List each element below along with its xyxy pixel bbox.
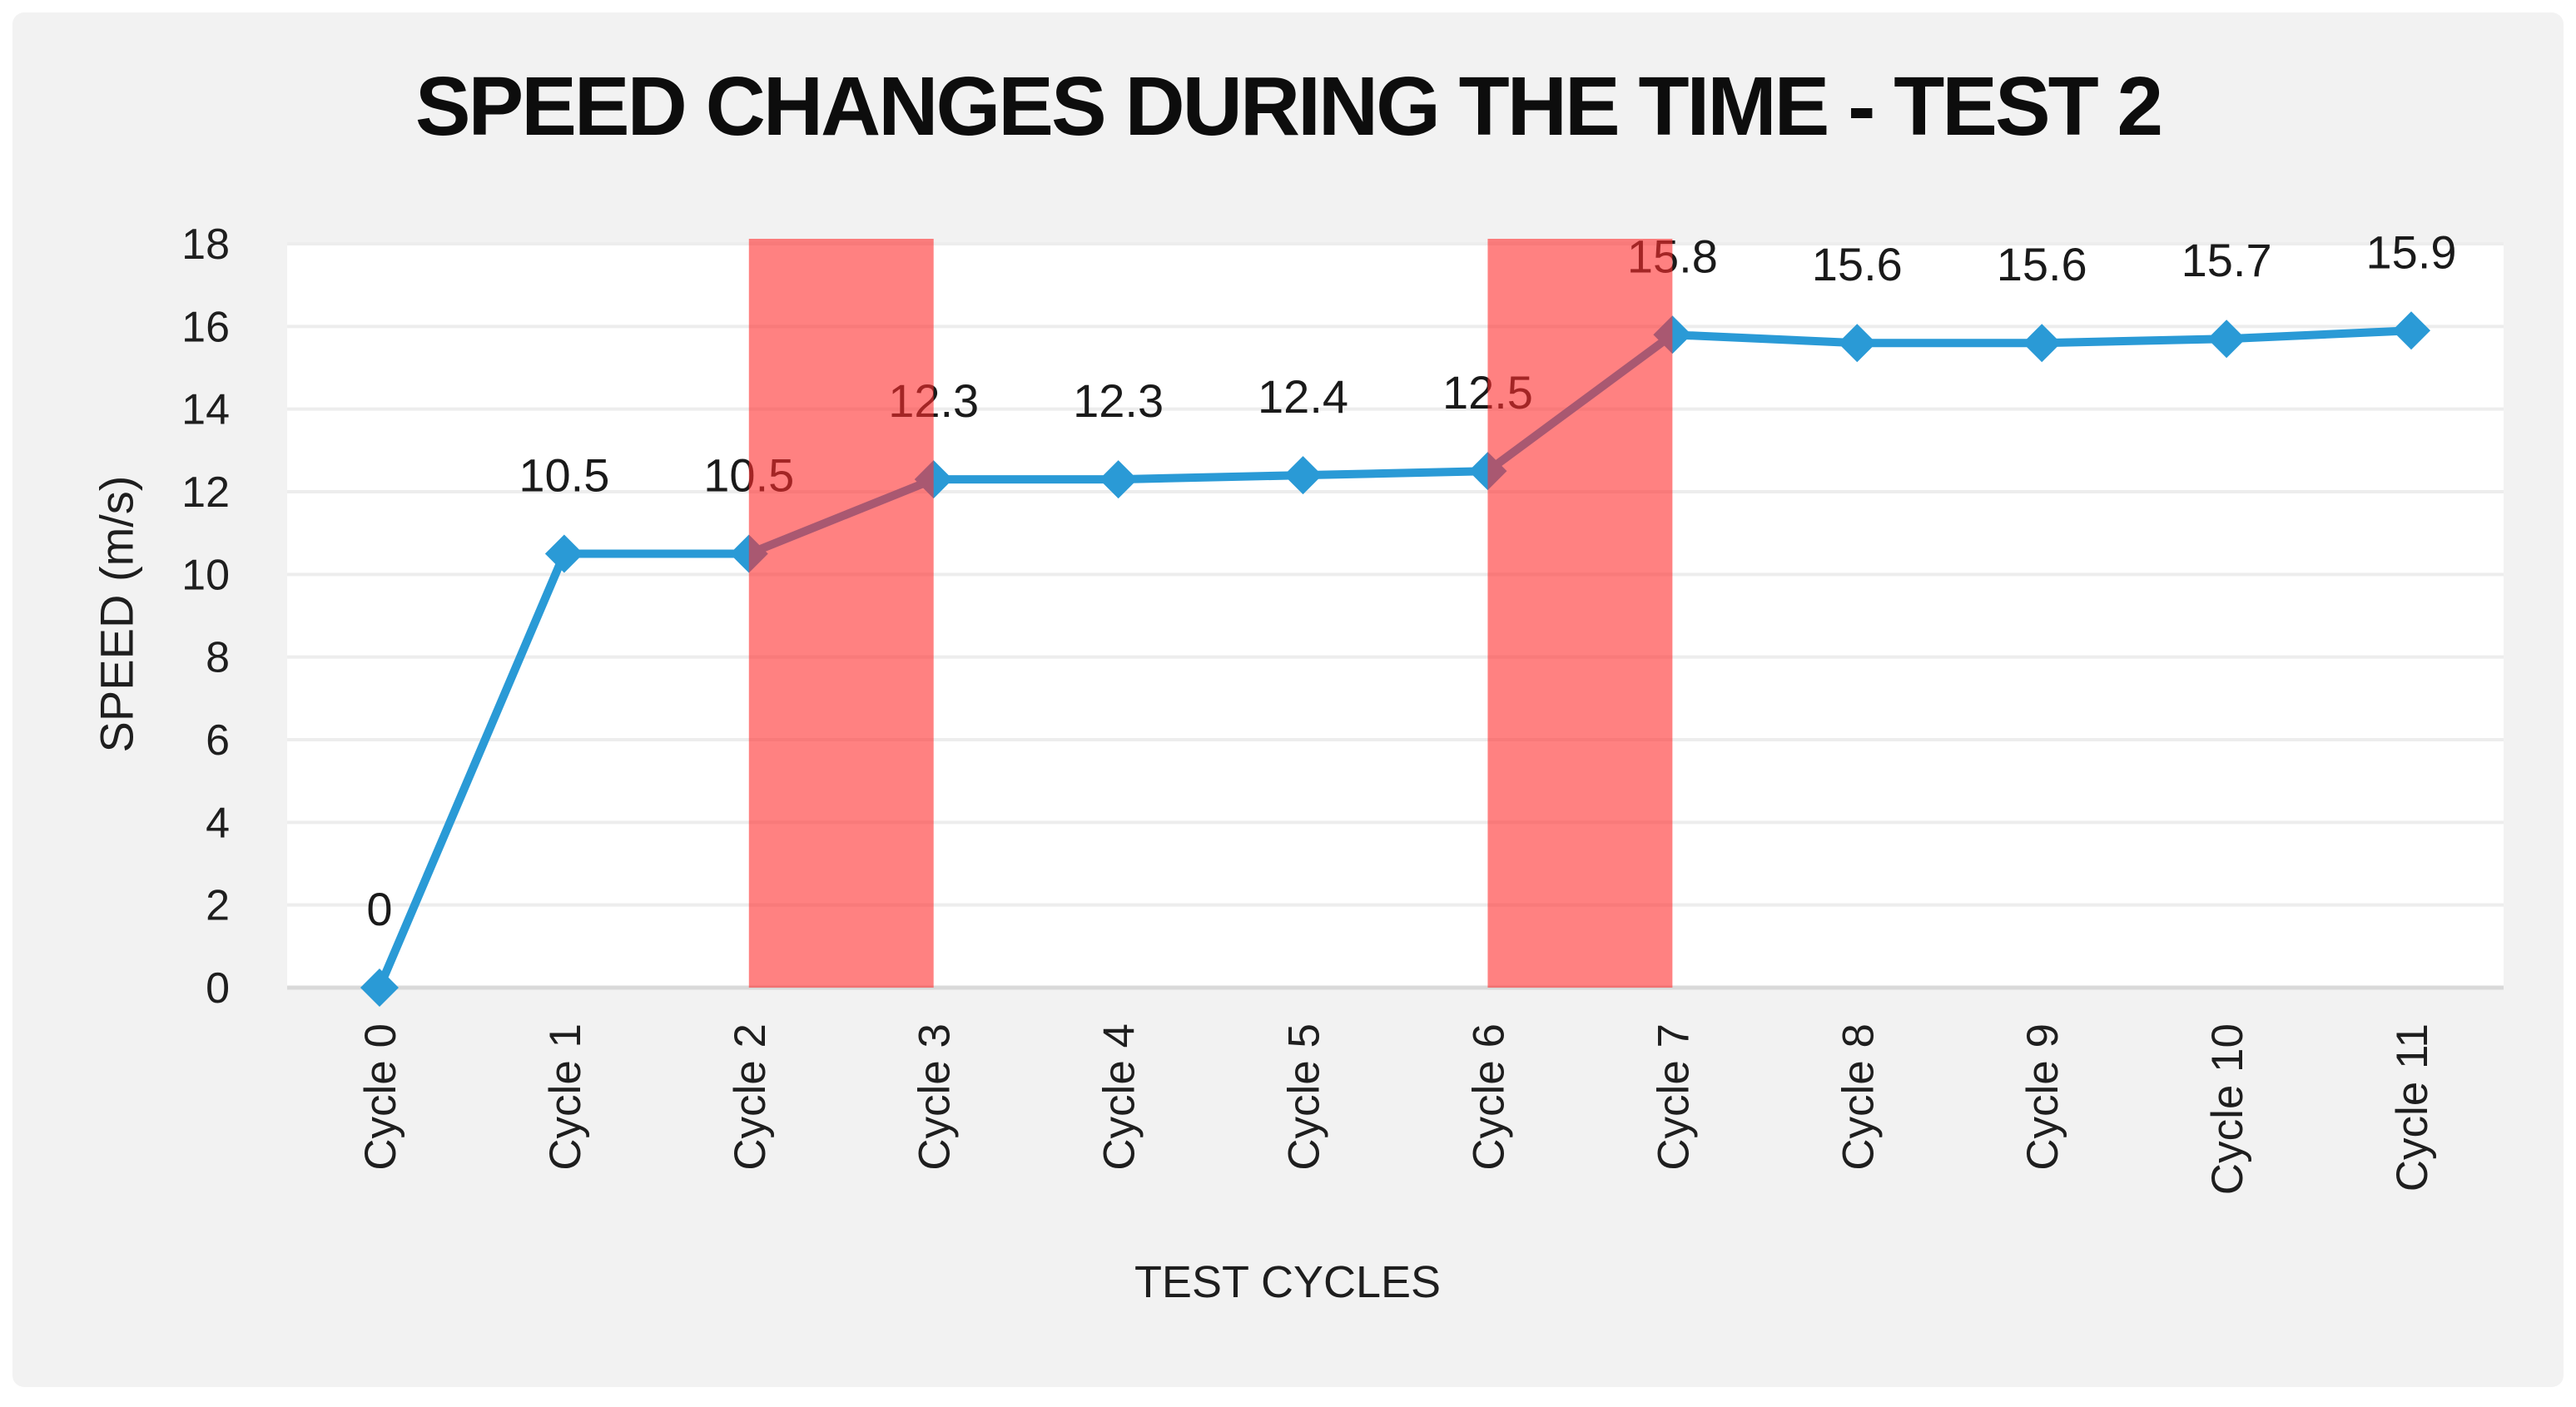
- data-point-marker: [360, 969, 399, 1007]
- x-tick-label: Cycle 5: [1280, 1023, 1329, 1171]
- y-tick-label: 0: [206, 964, 230, 1013]
- data-point-marker: [1283, 456, 1323, 495]
- x-tick-label: Cycle 1: [541, 1023, 590, 1171]
- x-tick-label: Cycle 2: [726, 1023, 775, 1171]
- y-tick-label: 6: [206, 716, 230, 765]
- highlight-band: [748, 239, 934, 988]
- data-label: 12.4: [1258, 370, 1348, 423]
- x-tick-label: Cycle 9: [2018, 1023, 2067, 1171]
- data-label: 15.7: [2181, 234, 2272, 286]
- y-tick-label: 16: [181, 303, 230, 351]
- speed-line: [375, 326, 2416, 992]
- data-point-marker: [2207, 320, 2246, 359]
- y-tick-label: 10: [181, 551, 230, 599]
- x-tick-label: Cycle 0: [356, 1023, 405, 1171]
- data-label: 15.9: [2366, 225, 2457, 278]
- x-axis-title: TEST CYCLES: [1134, 1257, 1442, 1307]
- data-point-marker: [2023, 324, 2062, 363]
- highlight-band: [1487, 239, 1673, 988]
- x-tick-label: Cycle 3: [911, 1023, 960, 1171]
- data-point-marker: [1099, 460, 1138, 499]
- x-tick-label: Cycle 8: [1834, 1023, 1883, 1171]
- data-label: 0: [366, 883, 392, 935]
- data-label: 15.6: [1812, 238, 1903, 290]
- y-tick-label: 12: [181, 468, 230, 517]
- y-tick-label: 2: [206, 882, 230, 930]
- y-tick-label: 18: [181, 220, 230, 269]
- plot-background: [287, 244, 2504, 988]
- x-tick-label: Cycle 11: [2388, 1023, 2437, 1191]
- x-tick-label: Cycle 7: [1649, 1023, 1698, 1171]
- data-label: 15.6: [1997, 238, 2087, 290]
- data-point-marker: [544, 534, 583, 573]
- x-tick-label: Cycle 6: [1464, 1023, 1513, 1171]
- y-tick-label: 14: [181, 386, 230, 434]
- x-tick-label: Cycle 4: [1095, 1023, 1144, 1171]
- x-tick-label: Cycle 10: [2203, 1023, 2252, 1195]
- chart-title: SPEED CHANGES DURING THE TIME - TEST 2: [414, 60, 2163, 153]
- data-point-marker: [2392, 311, 2431, 350]
- y-tick-label: 4: [206, 799, 230, 847]
- data-point-marker: [1838, 324, 1877, 363]
- data-label: 10.5: [519, 449, 609, 502]
- y-tick-label: 8: [206, 634, 230, 682]
- data-label: 12.3: [1073, 374, 1164, 427]
